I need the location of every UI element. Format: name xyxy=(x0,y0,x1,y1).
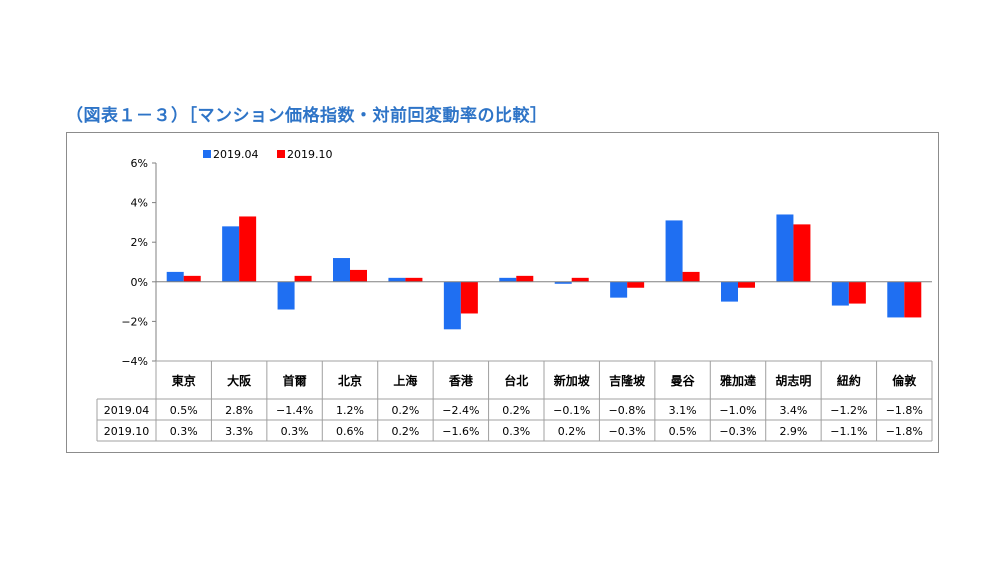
bar-s2 xyxy=(682,271,700,282)
bar-s1 xyxy=(665,220,683,282)
table-value: −1.6% xyxy=(442,425,479,438)
bar-s1 xyxy=(721,281,738,302)
y-tick-label: 2% xyxy=(131,236,148,249)
table-value: 2.9% xyxy=(779,425,807,438)
table-value: −1.4% xyxy=(276,404,313,417)
x-category-label: 東京 xyxy=(172,373,196,388)
table-value: 0.2% xyxy=(558,425,586,438)
table-value: 2.8% xyxy=(225,404,253,417)
bar-s1 xyxy=(222,226,240,282)
bar-s1 xyxy=(554,281,572,284)
bar-s2 xyxy=(571,277,589,282)
bar-s1 xyxy=(443,281,461,330)
bar-s1 xyxy=(333,258,350,282)
legend-swatch xyxy=(277,150,285,158)
bar-s1 xyxy=(499,277,517,282)
table-value: 0.2% xyxy=(391,404,419,417)
table-value: −1.8% xyxy=(886,404,923,417)
table-value: −1.1% xyxy=(830,425,867,438)
bar-s2 xyxy=(848,281,866,304)
bar-s1 xyxy=(388,277,406,282)
table-value: 3.3% xyxy=(225,425,253,438)
bar-s1 xyxy=(277,281,295,310)
bar-s1 xyxy=(887,281,905,318)
x-category-label: 新加坡 xyxy=(554,373,591,388)
y-tick-label: −4% xyxy=(121,355,148,368)
y-tick-label: −2% xyxy=(121,315,148,328)
x-category-label: 紐約 xyxy=(837,373,861,388)
table-value: 1.2% xyxy=(336,404,364,417)
table-value: −1.8% xyxy=(886,425,923,438)
legend-label: 2019.10 xyxy=(287,148,333,161)
bar-s2 xyxy=(460,281,478,314)
y-tick-label: 4% xyxy=(131,197,148,210)
bar-s2 xyxy=(793,224,811,282)
x-category-label: 曼谷 xyxy=(671,373,696,388)
x-category-label: 胡志明 xyxy=(775,373,811,388)
x-category-label: 上海 xyxy=(393,373,417,388)
table-value: 0.2% xyxy=(391,425,419,438)
x-category-label: 吉隆坡 xyxy=(609,373,646,388)
x-category-label: 台北 xyxy=(504,373,528,388)
table-row-label: 2019.04 xyxy=(104,404,150,417)
x-category-label: 雅加達 xyxy=(719,373,756,388)
y-tick-label: 6% xyxy=(131,157,148,170)
bar-s1 xyxy=(166,271,184,282)
bar-s2 xyxy=(627,281,645,288)
table-value: 0.5% xyxy=(669,425,697,438)
table-value: 0.6% xyxy=(336,425,364,438)
table-value: −0.1% xyxy=(553,404,590,417)
legend-label: 2019.04 xyxy=(213,148,259,161)
table-value: −0.8% xyxy=(609,404,646,417)
table-value: 3.1% xyxy=(669,404,697,417)
table-value: −1.0% xyxy=(719,404,756,417)
chart-title: （図表１－３）［マンション価格指数・対前回変動率の比較］ xyxy=(66,106,548,126)
bar-s2 xyxy=(239,216,257,282)
table-value: 0.3% xyxy=(170,425,198,438)
bar-s2 xyxy=(405,277,423,282)
x-category-label: 大阪 xyxy=(227,373,252,388)
table-value: −0.3% xyxy=(719,425,756,438)
table-row-label: 2019.10 xyxy=(104,425,150,438)
bar-s1 xyxy=(610,281,628,298)
legend-swatch xyxy=(203,150,211,158)
table-value: 0.3% xyxy=(502,425,530,438)
table-value: −2.4% xyxy=(442,404,479,417)
bar-chart: 6% 4% 2% 0% −2% −4% 2019.04 2019.10 東京 大阪 首爾 北京 上海 香港… xyxy=(96,148,933,442)
x-category-label: 香港 xyxy=(448,373,474,388)
bar-s2 xyxy=(350,269,367,282)
table-value: 0.3% xyxy=(281,425,309,438)
table-value: −0.3% xyxy=(609,425,646,438)
x-category-label: 首爾 xyxy=(283,373,307,388)
y-tick-label: 0% xyxy=(131,276,148,289)
table-value: 0.5% xyxy=(170,404,198,417)
x-category-label: 北京 xyxy=(338,373,362,388)
bar-s2 xyxy=(183,275,201,282)
x-category-label: 倫敦 xyxy=(892,373,917,388)
bar-s1 xyxy=(831,281,849,306)
bar-s1 xyxy=(776,214,794,282)
bar-s2 xyxy=(738,281,755,288)
bar-s2 xyxy=(904,281,922,318)
table-value: 0.2% xyxy=(502,404,530,417)
table-value: 3.4% xyxy=(779,404,807,417)
table-value: −1.2% xyxy=(830,404,867,417)
bar-s2 xyxy=(294,275,312,282)
chart-frame: 6% 4% 2% 0% −2% −4% 2019.04 2019.10 東京 大阪 首爾 北京 上海 香港… xyxy=(66,132,939,453)
bar-s2 xyxy=(516,275,534,282)
